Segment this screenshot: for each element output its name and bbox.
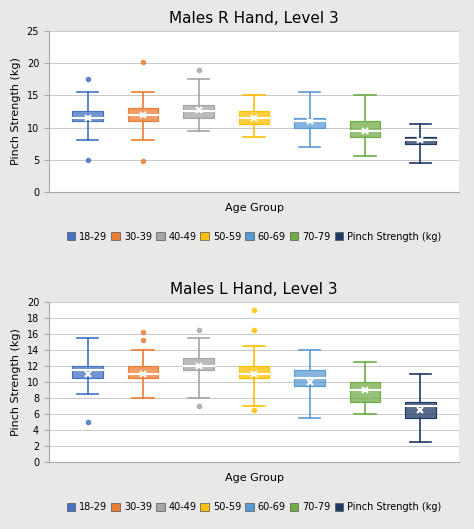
- Title: Males L Hand, Level 3: Males L Hand, Level 3: [170, 282, 338, 297]
- Bar: [73, 112, 103, 121]
- Bar: [294, 118, 325, 127]
- Bar: [350, 121, 380, 137]
- Bar: [294, 370, 325, 386]
- Title: Males R Hand, Level 3: Males R Hand, Level 3: [169, 11, 339, 26]
- Bar: [350, 382, 380, 402]
- Bar: [239, 366, 269, 378]
- X-axis label: Age Group: Age Group: [225, 473, 283, 484]
- Bar: [294, 118, 325, 127]
- Y-axis label: Pinch Strength (kg): Pinch Strength (kg): [11, 329, 21, 436]
- Y-axis label: Pinch Strength (kg): Pinch Strength (kg): [11, 58, 21, 166]
- Bar: [183, 358, 214, 370]
- Bar: [183, 105, 214, 118]
- Bar: [350, 121, 380, 137]
- X-axis label: Age Group: Age Group: [225, 203, 283, 213]
- Bar: [73, 112, 103, 121]
- Bar: [183, 358, 214, 370]
- Bar: [294, 370, 325, 386]
- Bar: [128, 366, 158, 378]
- Bar: [239, 112, 269, 124]
- Bar: [405, 137, 436, 143]
- Bar: [405, 402, 436, 418]
- Bar: [405, 402, 436, 418]
- Legend: 18-29, 30-39, 40-49, 50-59, 60-69, 70-79, Pinch Strength (kg): 18-29, 30-39, 40-49, 50-59, 60-69, 70-79…: [67, 232, 441, 242]
- Bar: [128, 108, 158, 121]
- Bar: [239, 366, 269, 378]
- Bar: [128, 108, 158, 121]
- Bar: [239, 112, 269, 124]
- Legend: 18-29, 30-39, 40-49, 50-59, 60-69, 70-79, Pinch Strength (kg): 18-29, 30-39, 40-49, 50-59, 60-69, 70-79…: [67, 503, 441, 513]
- Bar: [128, 366, 158, 378]
- Bar: [73, 366, 103, 378]
- Bar: [183, 105, 214, 118]
- Bar: [350, 382, 380, 402]
- Bar: [405, 137, 436, 143]
- Bar: [73, 366, 103, 378]
